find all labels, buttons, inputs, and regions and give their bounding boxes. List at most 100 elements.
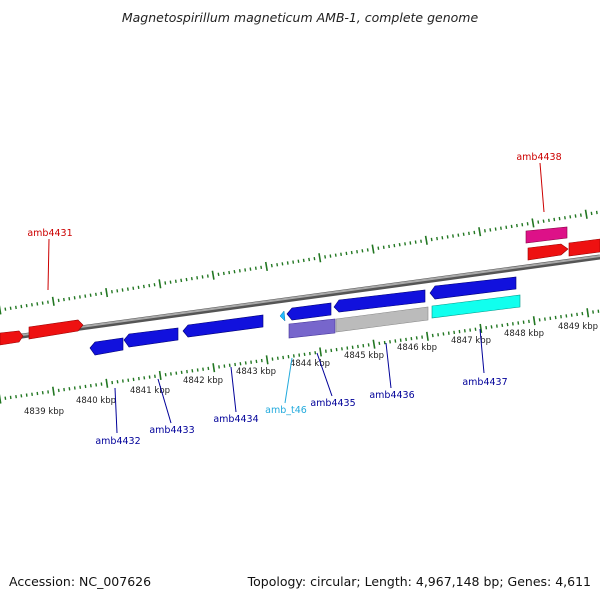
gene-label[interactable]: amb4437 <box>462 377 507 388</box>
gene-arrow-reverse[interactable] <box>286 302 332 321</box>
minor-tick <box>357 344 359 349</box>
minor-tick <box>341 347 343 351</box>
minor-tick <box>592 310 594 314</box>
gene-label[interactable]: amb4433 <box>149 425 194 436</box>
minor-tick <box>538 318 541 322</box>
gene-label[interactable]: amb4431 <box>27 228 72 239</box>
minor-tick <box>84 294 87 298</box>
gene-box-cyan[interactable] <box>431 294 521 319</box>
minor-tick <box>260 265 263 270</box>
minor-tick <box>154 374 156 379</box>
minor-tick <box>270 263 273 268</box>
rna-gene-marker[interactable] <box>279 310 286 322</box>
minor-tick <box>292 260 295 264</box>
gene-label[interactable]: amb_t46 <box>265 405 307 416</box>
minor-tick <box>517 321 520 325</box>
minor-tick <box>254 266 257 270</box>
minor-tick <box>185 277 188 282</box>
gene-arrow-forward[interactable] <box>527 243 569 261</box>
minor-tick <box>564 216 566 220</box>
gene-arrow-reverse[interactable] <box>123 327 179 348</box>
gene-arrow-reverse[interactable] <box>89 337 124 356</box>
scale-label: 4849 kbp <box>558 322 598 332</box>
minor-tick <box>356 249 358 254</box>
lower-tick-ruler <box>0 308 600 404</box>
minor-tick <box>218 365 220 369</box>
minor-tick <box>89 293 92 297</box>
gene-arrow-reverse[interactable] <box>333 289 426 313</box>
minor-tick <box>142 284 145 289</box>
minor-tick <box>473 230 476 235</box>
minor-tick <box>314 351 317 355</box>
scale-label: 4846 kbp <box>397 343 437 353</box>
minor-tick <box>132 377 135 382</box>
major-tick <box>319 347 322 357</box>
minor-tick <box>127 378 130 382</box>
minor-tick <box>47 300 49 304</box>
minor-tick <box>126 287 129 291</box>
minor-tick <box>276 356 279 360</box>
gene-arrow-forward[interactable] <box>28 319 84 340</box>
gene-label[interactable]: amb4435 <box>310 398 355 409</box>
minor-tick <box>330 348 333 353</box>
major-tick <box>52 386 55 396</box>
gene-label[interactable]: amb4434 <box>213 414 258 425</box>
minor-tick <box>404 242 406 246</box>
minor-tick <box>31 303 33 307</box>
minor-tick <box>95 383 98 387</box>
scale-label: 4848 kbp <box>504 329 544 339</box>
minor-tick <box>574 214 577 218</box>
major-tick <box>158 370 162 381</box>
minor-tick <box>463 329 466 333</box>
minor-tick <box>202 367 204 371</box>
gene-label[interactable]: amb4432 <box>95 436 140 447</box>
minor-tick <box>484 229 486 233</box>
minor-tick <box>36 302 39 306</box>
minor-tick <box>377 246 380 250</box>
scale-label: 4847 kbp <box>451 336 491 346</box>
minor-tick <box>442 332 445 336</box>
minor-tick <box>281 262 284 266</box>
scale-label: 4839 kbp <box>24 407 64 417</box>
reverse-strand-genes <box>89 276 521 356</box>
major-tick <box>424 235 428 245</box>
minor-tick <box>132 286 135 290</box>
minor-tick <box>446 235 449 239</box>
gene-box-grey[interactable] <box>335 306 429 333</box>
scale-labels: 4839 kbp 4840 kbp 4841 kbp 4842 kbp 4843… <box>24 322 598 417</box>
gene-arrow-reverse[interactable] <box>182 314 264 338</box>
minor-tick <box>25 303 28 308</box>
gene-box-magenta[interactable] <box>525 226 568 244</box>
minor-tick <box>409 241 412 245</box>
map-title: Magnetospirillum magneticum AMB-1, compl… <box>122 10 479 25</box>
minor-tick <box>303 352 306 357</box>
major-tick <box>265 355 269 365</box>
genome-summary-text: Topology: circular; Length: 4,967,148 bp… <box>247 574 591 589</box>
gene-arrow-forward[interactable] <box>568 238 600 257</box>
scale-label: 4840 kbp <box>76 396 116 406</box>
minor-tick <box>121 288 124 292</box>
minor-tick <box>15 305 17 310</box>
minor-tick <box>361 249 364 253</box>
minor-tick <box>20 394 23 398</box>
minor-tick <box>324 255 327 259</box>
minor-tick <box>494 227 497 231</box>
minor-tick <box>436 236 438 241</box>
minor-tick <box>528 319 530 324</box>
minor-tick <box>191 369 194 373</box>
gene-label[interactable]: amb4436 <box>369 390 414 401</box>
gene-arrow-reverse[interactable] <box>429 276 517 300</box>
minor-tick <box>282 355 285 360</box>
minor-tick <box>462 232 465 236</box>
gene-box-purple[interactable] <box>288 318 336 339</box>
minor-tick <box>415 336 418 340</box>
minor-tick <box>238 269 241 273</box>
minor-tick <box>565 314 568 318</box>
gene-label[interactable]: amb4438 <box>516 152 561 163</box>
gene-arrow-forward[interactable] <box>0 330 24 346</box>
minor-tick <box>469 328 472 332</box>
major-tick <box>0 305 2 315</box>
minor-tick <box>143 376 146 380</box>
